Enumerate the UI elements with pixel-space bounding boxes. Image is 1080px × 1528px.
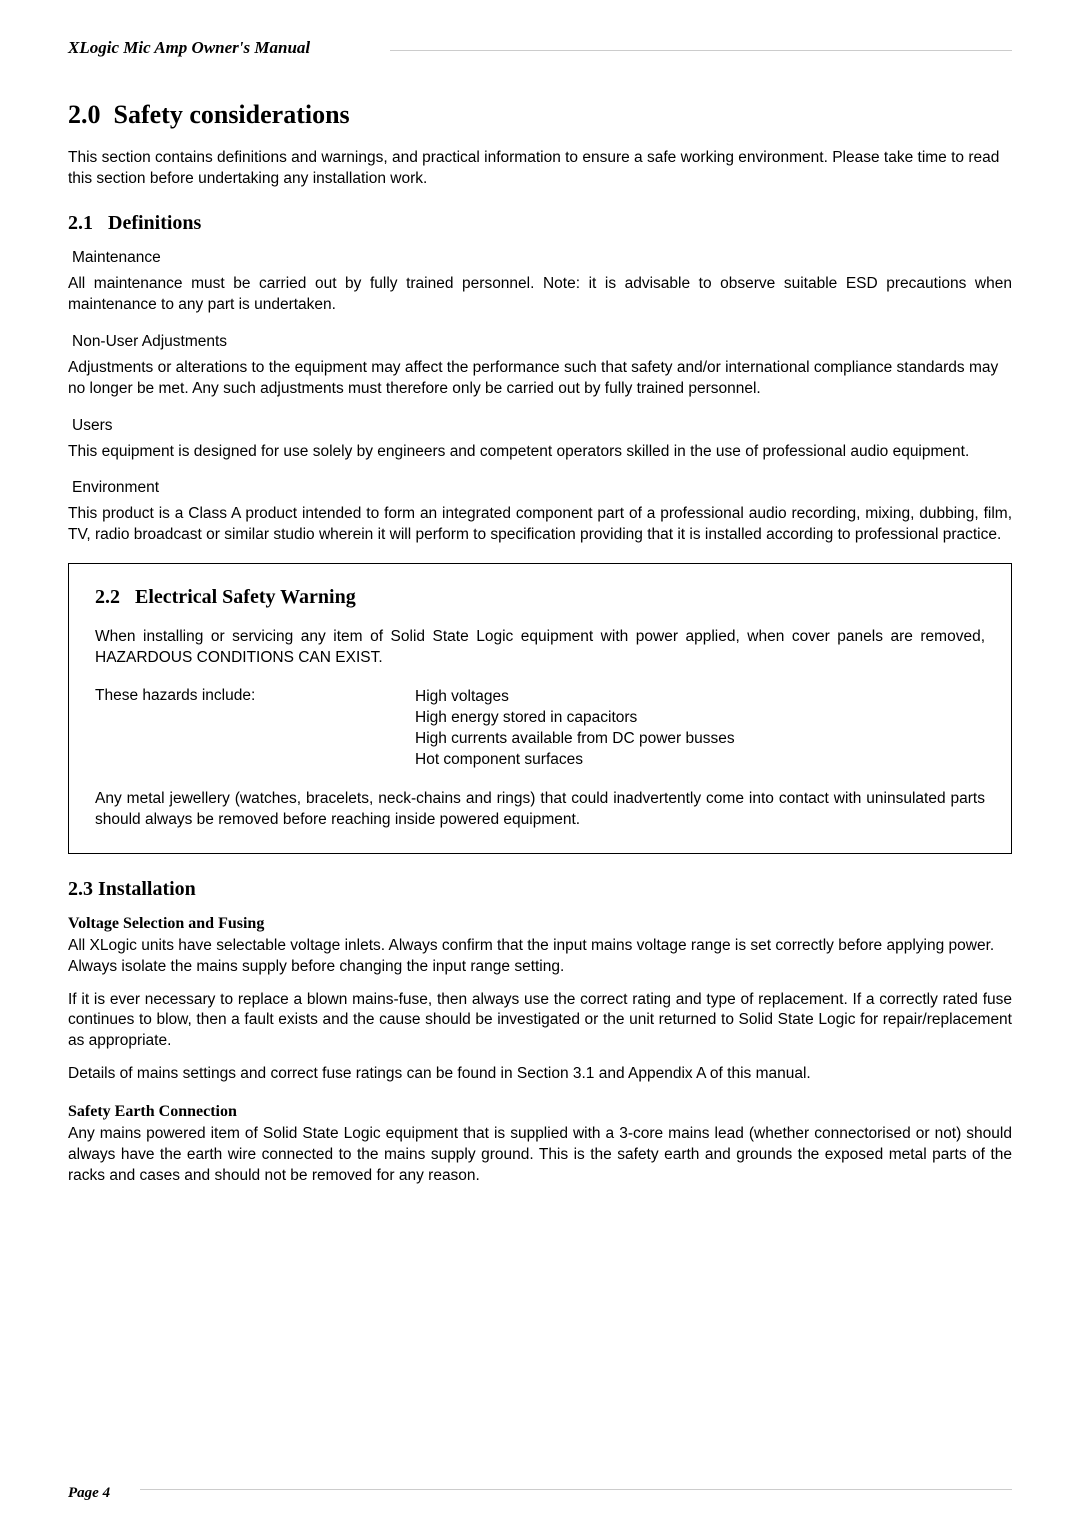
voltage-para1: All XLogic units have selectable voltage… (68, 936, 1012, 978)
earth-text: Any mains powered item of Solid State Lo… (68, 1124, 1012, 1187)
header-divider (390, 50, 1012, 51)
def-environment-label: Environment (72, 479, 1012, 497)
def-maintenance-text: All maintenance must be carried out by f… (68, 274, 1012, 316)
hazard-item-1: High energy stored in capacitors (415, 708, 735, 729)
hazards-label: These hazards include: (95, 687, 415, 771)
section-intro: This section contains definitions and wa… (68, 148, 1012, 190)
warning-title: 2.2 Electrical Safety Warning (95, 586, 985, 609)
warning-box: 2.2 Electrical Safety Warning When insta… (68, 563, 1012, 853)
def-users-text: This equipment is designed for use solel… (68, 442, 1012, 463)
definitions-number: 2.1 (68, 212, 93, 234)
hazard-item-0: High voltages (415, 687, 735, 708)
hazards-row: These hazards include: High voltages Hig… (95, 687, 985, 771)
page-number: Page 4 (68, 1485, 110, 1501)
def-users-label: Users (72, 417, 1012, 435)
warning-footer: Any metal jewellery (watches, bracelets,… (95, 789, 985, 831)
installation-title-text: Installation (98, 878, 196, 900)
definitions-title: 2.1 Definitions (68, 212, 1012, 235)
definitions-title-text: Definitions (108, 212, 201, 234)
hazards-list: High voltages High energy stored in capa… (415, 687, 735, 771)
earth-label: Safety Earth Connection (68, 1103, 1012, 1121)
warning-intro: When installing or servicing any item of… (95, 627, 985, 669)
def-environment-text: This product is a Class A product intend… (68, 504, 1012, 546)
section-title-text: Safety considerations (114, 100, 350, 129)
installation-number: 2.3 (68, 878, 93, 900)
installation-title: 2.3 Installation (68, 878, 1012, 901)
warning-title-text: Electrical Safety Warning (135, 586, 356, 608)
def-nonuser-text: Adjustments or alterations to the equipm… (68, 358, 1012, 400)
hazard-item-2: High currents available from DC power bu… (415, 729, 735, 750)
section-title: 2.0 Safety considerations (68, 100, 1012, 130)
header-title: XLogic Mic Amp Owner's Manual (68, 38, 1012, 58)
def-nonuser-label: Non-User Adjustments (72, 333, 1012, 351)
voltage-para2: If it is ever necessary to replace a blo… (68, 990, 1012, 1053)
hazard-item-3: Hot component surfaces (415, 750, 735, 771)
warning-number: 2.2 (95, 586, 120, 608)
voltage-para3: Details of mains settings and correct fu… (68, 1064, 1012, 1085)
voltage-label: Voltage Selection and Fusing (68, 915, 1012, 933)
section-number: 2.0 (68, 100, 101, 129)
footer: Page 4 (68, 1484, 1012, 1502)
def-maintenance-label: Maintenance (72, 249, 1012, 267)
